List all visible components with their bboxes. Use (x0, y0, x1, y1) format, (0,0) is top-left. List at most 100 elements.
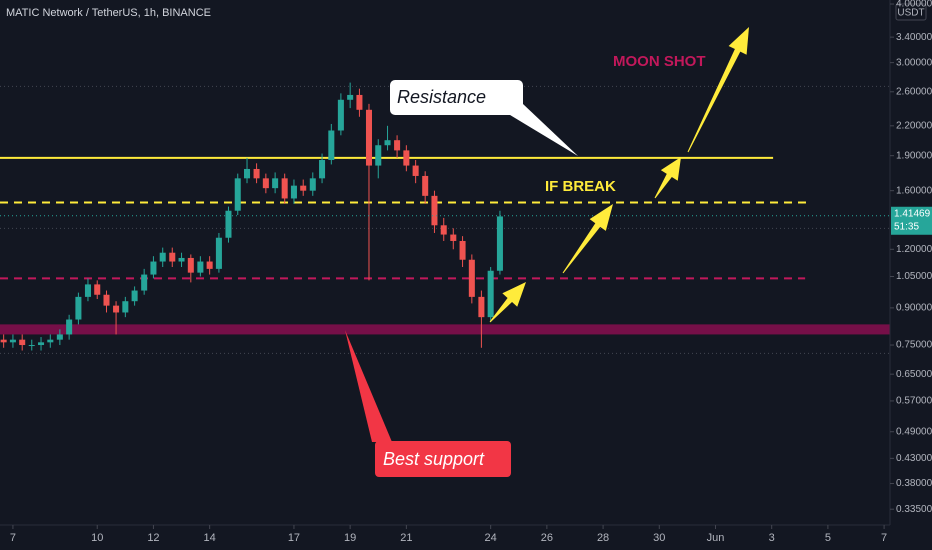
arrow (489, 282, 526, 323)
candle-body (122, 301, 129, 313)
x-tick-label: 14 (204, 532, 216, 544)
candle-body (150, 261, 157, 275)
arrow (562, 204, 613, 274)
candle-body (19, 339, 26, 346)
candle-body (113, 305, 120, 313)
candle-body (94, 284, 101, 295)
candle-body (234, 178, 241, 211)
candle-body (412, 165, 419, 176)
candle-body (178, 257, 185, 262)
y-tick-label: 0.90000 (896, 303, 932, 314)
countdown: 51:35 (894, 221, 919, 232)
candle-body (290, 185, 297, 199)
x-tick-label: 5 (825, 532, 831, 544)
candle-body (206, 261, 213, 269)
x-tick-label: 30 (653, 532, 665, 544)
x-tick-label: 10 (91, 532, 103, 544)
y-tick-label: 1.60000 (896, 185, 932, 196)
y-tick-label: 1.20000 (896, 244, 932, 255)
candle-body (197, 261, 204, 273)
candle-body (281, 178, 288, 199)
candle-body (159, 252, 166, 262)
last-price: 1.41469 (894, 208, 931, 219)
candle-body (403, 150, 410, 166)
y-tick-label: 0.57000 (896, 396, 932, 407)
candle-body (431, 195, 438, 226)
arrow (654, 157, 681, 199)
y-tick-label: 0.49000 (896, 426, 932, 437)
candle-body (347, 94, 354, 100)
y-tick-label: 4.00000 (896, 0, 932, 10)
candle-body (56, 334, 63, 340)
y-tick-label: 0.75000 (896, 340, 932, 351)
candle-body (215, 237, 222, 269)
candle-body (365, 109, 372, 166)
candle-body (262, 178, 269, 189)
x-tick-label: Jun (707, 532, 725, 544)
candle-body (328, 130, 335, 161)
candle-body (394, 140, 401, 151)
annotation: Best support (383, 449, 485, 469)
candle-body (0, 339, 7, 343)
candle-body (487, 270, 494, 318)
y-tick-label: 0.43000 (896, 453, 932, 464)
callout-pointer (345, 330, 392, 442)
candle-body (375, 145, 382, 166)
arrows (489, 27, 749, 323)
candle-body (47, 339, 54, 343)
candle-body (244, 168, 251, 179)
candle-body (103, 294, 110, 306)
candle-body (337, 99, 344, 131)
candle-body (384, 140, 391, 146)
candle-body (319, 160, 326, 179)
candle-body (440, 225, 447, 235)
currency: USDT (897, 8, 924, 19)
arrow (687, 27, 749, 153)
x-tick-label: 21 (400, 532, 412, 544)
annotation: MOON SHOT (613, 53, 706, 70)
callout-box (390, 80, 523, 115)
candle-body (187, 257, 194, 273)
x-tick-label: 7 (10, 532, 16, 544)
candle-body (253, 168, 260, 179)
support-zone (0, 324, 890, 335)
y-tick-label: 2.20000 (896, 120, 932, 131)
candle-body (225, 210, 232, 238)
candle-body (272, 178, 279, 189)
x-tick-label: 7 (881, 532, 887, 544)
x-tick-label: 26 (541, 532, 553, 544)
y-tick-label: 0.38000 (896, 478, 932, 489)
y-tick-label: 3.00000 (896, 57, 932, 68)
y-tick-label: 3.40000 (896, 32, 932, 43)
candle-body (141, 274, 148, 291)
x-tick-label: 17 (288, 532, 300, 544)
y-tick-label: 1.05000 (896, 271, 932, 282)
callout-pointer (505, 104, 578, 156)
candle-body (84, 284, 91, 297)
x-tick-label: 28 (597, 532, 609, 544)
last-price-box (891, 206, 932, 235)
candle-body (309, 178, 316, 191)
candle-body (300, 185, 307, 191)
x-tick-label: 12 (147, 532, 159, 544)
y-tick-label: 1.90000 (896, 150, 932, 161)
y-tick-label: 0.33500 (896, 504, 932, 515)
x-tick-label: 24 (485, 532, 497, 544)
candle-body (422, 175, 429, 196)
callout-box (375, 441, 511, 477)
annotation: IF BREAK (545, 178, 616, 195)
candle-body (468, 259, 475, 297)
candle-body (356, 94, 363, 110)
candle-body (9, 339, 16, 343)
candle-body (131, 290, 138, 302)
candle-body (75, 296, 82, 320)
y-tick-label: 0.65000 (896, 369, 932, 380)
candle-body (28, 345, 35, 347)
y-tick-label: 2.60000 (896, 86, 932, 97)
x-tick-label: 3 (769, 532, 775, 544)
annotation: Resistance (397, 87, 486, 107)
plot-area (0, 82, 890, 354)
candle-body (459, 240, 466, 260)
candle-body (66, 319, 73, 335)
